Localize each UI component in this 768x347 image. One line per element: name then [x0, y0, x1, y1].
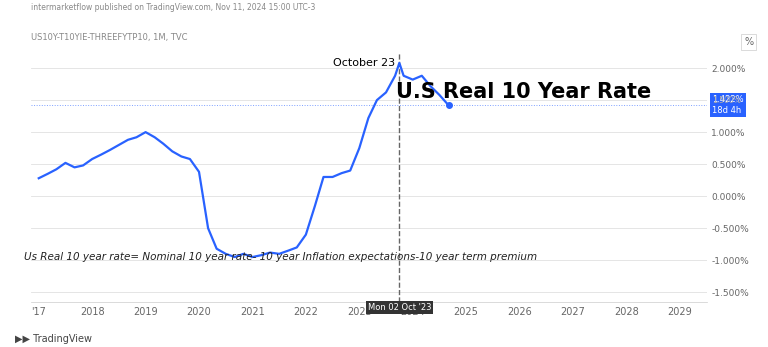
Text: Mon 02 Oct '23: Mon 02 Oct '23 [368, 303, 431, 312]
Text: US10Y-T10YIE-THREEFYTP10, 1M, TVC: US10Y-T10YIE-THREEFYTP10, 1M, TVC [31, 33, 187, 42]
Text: U.S Real 10 Year Rate: U.S Real 10 Year Rate [396, 82, 652, 102]
Text: intermarketflow published on TradingView.com, Nov 11, 2024 15:00 UTC-3: intermarketflow published on TradingView… [31, 3, 315, 12]
Text: 1.500%: 1.500% [712, 95, 741, 104]
Text: ▶▶ TradingView: ▶▶ TradingView [15, 333, 92, 344]
Text: October 23: October 23 [333, 58, 395, 68]
Text: %: % [744, 37, 753, 46]
Text: Us Real 10 year rate= Nominal 10 year rate- 10 year Inflation expectations-10 ye: Us Real 10 year rate= Nominal 10 year ra… [25, 252, 538, 262]
Text: 1.422%
18d 4h: 1.422% 18d 4h [712, 95, 743, 115]
